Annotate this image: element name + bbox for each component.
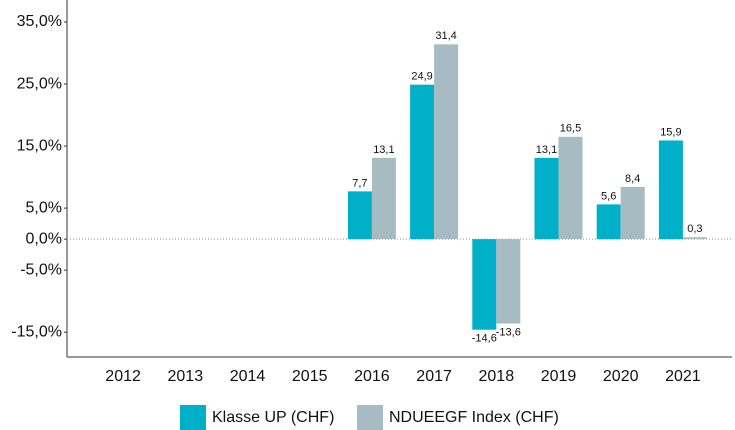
value-label: 0,3 xyxy=(687,223,702,235)
x-tick-label: 2019 xyxy=(541,368,577,385)
value-label: 16,5 xyxy=(560,123,581,135)
y-tick-label: 25,0% xyxy=(17,75,62,92)
x-tick-label: 2013 xyxy=(168,368,204,385)
bar xyxy=(558,136,583,240)
legend-swatch xyxy=(357,405,383,430)
y-tick-label: 35,0% xyxy=(17,13,62,30)
x-tick-label: 2021 xyxy=(665,368,701,385)
bar xyxy=(596,204,621,240)
bar xyxy=(682,237,707,240)
y-tick-label: -15,0% xyxy=(11,323,62,340)
x-tick-label: 2018 xyxy=(479,368,515,385)
value-label: 13,1 xyxy=(373,144,394,156)
bar xyxy=(620,187,645,240)
bar xyxy=(658,140,683,240)
legend-label: NDUEEGF Index (CHF) xyxy=(389,409,559,426)
x-tick-label: 2015 xyxy=(292,368,328,385)
value-label: 8,4 xyxy=(625,173,640,185)
y-tick-label: 5,0% xyxy=(26,199,62,216)
value-label: 7,7 xyxy=(352,177,367,189)
value-label: 31,4 xyxy=(435,30,456,42)
x-tick-label: 2020 xyxy=(603,368,639,385)
bar xyxy=(347,191,372,240)
bar xyxy=(534,157,559,240)
x-tick-label: 2017 xyxy=(416,368,452,385)
value-label: -13,6 xyxy=(496,326,521,338)
x-tick-label: 2014 xyxy=(230,368,266,385)
y-tick-label: 15,0% xyxy=(17,137,62,154)
bar xyxy=(434,44,459,240)
value-label: 13,1 xyxy=(536,144,557,156)
x-tick-label: 2016 xyxy=(354,368,390,385)
bar xyxy=(496,239,521,324)
legend-swatch xyxy=(180,405,206,430)
value-label: 15,9 xyxy=(660,126,681,138)
x-tick-label: 2012 xyxy=(105,368,141,385)
bar xyxy=(472,239,497,330)
value-label: 5,6 xyxy=(601,190,616,202)
legend-label: Klasse UP (CHF) xyxy=(212,409,334,426)
bar xyxy=(371,157,396,240)
y-tick-label: 0,0% xyxy=(26,230,62,247)
bar xyxy=(410,84,435,240)
y-tick-label: -5,0% xyxy=(20,261,62,278)
value-label: 24,9 xyxy=(411,71,432,83)
value-label: -14,6 xyxy=(472,333,497,345)
